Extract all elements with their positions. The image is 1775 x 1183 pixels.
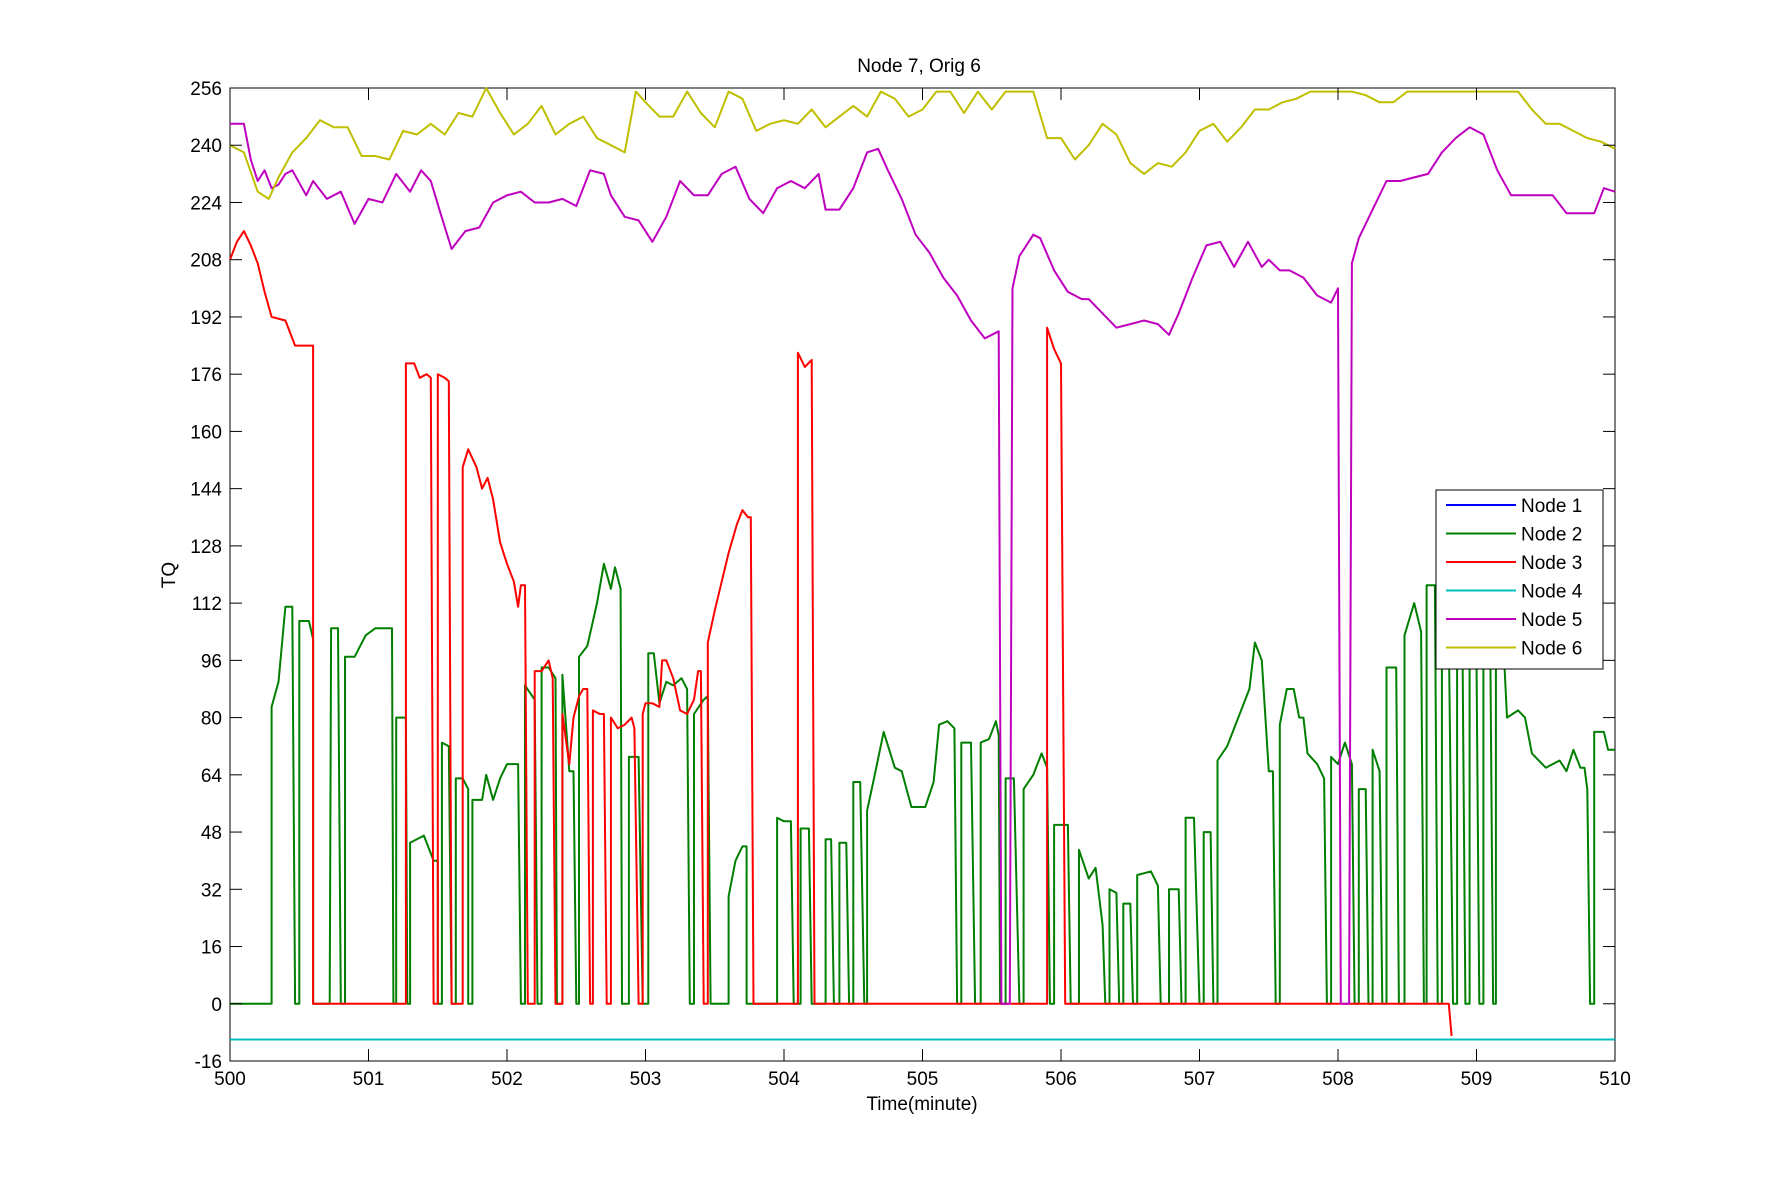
y-tick-label: -16 xyxy=(195,1052,222,1073)
legend-label-6: Node 6 xyxy=(1521,639,1582,660)
legend: Node 1 Node 2 Node 3 Node 4 Node 5 Node 6 xyxy=(1435,489,1604,670)
series-line-3 xyxy=(229,230,1453,1037)
legend-box xyxy=(1435,489,1604,670)
series-layer xyxy=(229,87,1616,1041)
y-tick-label: 112 xyxy=(192,594,222,615)
y-tick-label: 192 xyxy=(190,308,222,329)
y-tick-label: 240 xyxy=(190,136,222,157)
y-tick-label: 64 xyxy=(201,766,223,787)
x-tick-label: 506 xyxy=(1045,1069,1077,1090)
x-tick-label: 508 xyxy=(1322,1069,1354,1090)
legend-label-3: Node 3 xyxy=(1521,553,1582,574)
y-tick-label: 176 xyxy=(190,365,222,386)
x-tick-label: 505 xyxy=(907,1069,939,1090)
series-line-6 xyxy=(229,87,1616,200)
y-tick-label: 96 xyxy=(201,651,222,672)
y-axis-title: TQ xyxy=(159,562,180,588)
y-tick-label: 256 xyxy=(190,79,222,100)
y-tick-label: 128 xyxy=(190,537,222,558)
x-tick-label: 507 xyxy=(1184,1069,1216,1090)
x-tick-label: 501 xyxy=(353,1069,385,1090)
x-tick-label: 504 xyxy=(768,1069,800,1090)
y-tick-label: 160 xyxy=(190,422,222,443)
legend-label-5: Node 5 xyxy=(1521,610,1582,631)
x-axis-title: Time(minute) xyxy=(866,1094,977,1115)
x-tick-label: 509 xyxy=(1461,1069,1493,1090)
y-tick-label: 16 xyxy=(201,938,222,959)
series-line-5 xyxy=(230,122,1616,1005)
y-tick-label: 32 xyxy=(201,880,222,901)
x-tick-label: 500 xyxy=(214,1069,246,1090)
legend-label-1: Node 1 xyxy=(1521,496,1582,517)
x-tick-label: 503 xyxy=(630,1069,662,1090)
x-tick-label: 502 xyxy=(491,1069,523,1090)
y-tick-label: 208 xyxy=(190,251,222,272)
plot-area xyxy=(229,87,1616,1062)
x-tick-label: 510 xyxy=(1599,1069,1631,1090)
y-tick-label: 224 xyxy=(190,193,222,214)
axes-layer: 500 501 502 503 504 505 506 507 508 509 510 -16 0 16 3… xyxy=(190,79,1631,1090)
y-tick-label: 48 xyxy=(201,823,222,844)
chart-title: Node 7, Orig 6 xyxy=(857,56,981,77)
y-tick-label: 144 xyxy=(190,480,222,501)
legend-label-2: Node 2 xyxy=(1521,525,1582,546)
y-tick-label: 0 xyxy=(211,995,222,1016)
y-tick-label: 80 xyxy=(201,709,222,730)
legend-label-4: Node 4 xyxy=(1521,582,1583,603)
